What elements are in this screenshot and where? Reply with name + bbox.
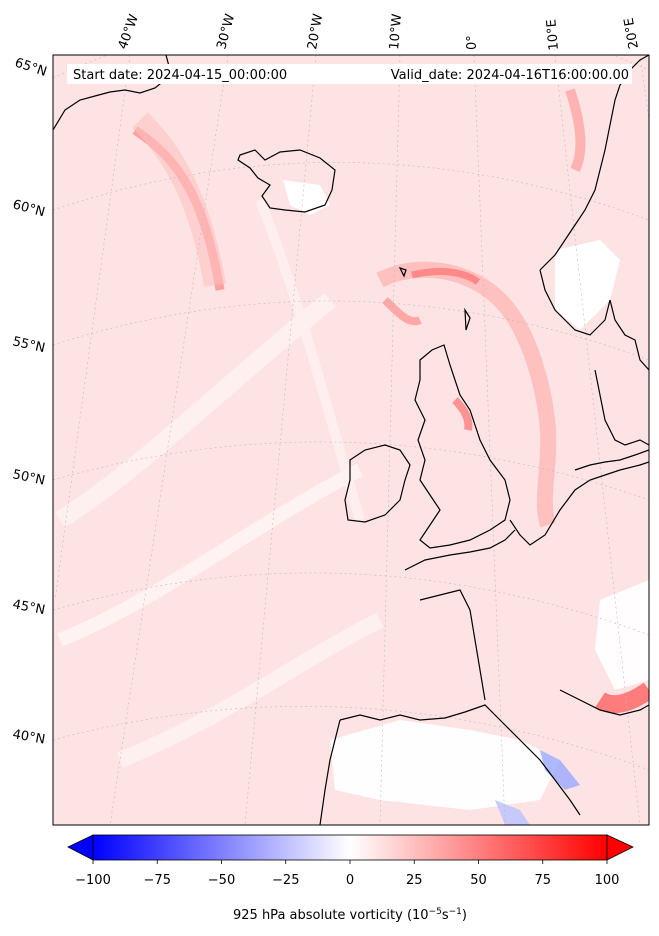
- colorbar-extend-high: [606, 834, 634, 861]
- shetland: [464, 307, 471, 331]
- meridian-line: [639, 55, 649, 121]
- negative-vorticity-patch: [495, 800, 530, 825]
- negative-vorticity-patch: [540, 750, 580, 790]
- faroe-islands: [398, 266, 407, 278]
- meridian-line: [54, 55, 131, 601]
- lat-label: 65°N: [13, 56, 49, 80]
- great-britain-coast: [414, 344, 511, 549]
- colorbar-extend-low: [67, 834, 94, 861]
- colorbar-ticks: −100 −75 −50 −25 0 25 50 75 100: [75, 860, 619, 888]
- header-band: [67, 64, 632, 84]
- meridian-line: [554, 55, 641, 825]
- lon-label: 0°: [465, 35, 480, 50]
- lon-label: 20°W: [305, 13, 326, 51]
- light-streak: [57, 463, 364, 647]
- low-vorticity-patch: [555, 240, 620, 330]
- lat-label: 40°N: [11, 727, 46, 747]
- iberia-west-coast: [319, 719, 341, 825]
- lat-label: 55°N: [11, 334, 46, 356]
- valid-date-label: Valid_date: 2024-04-16T16:00:00.00: [391, 68, 629, 83]
- colorbar-tick-label: −50: [208, 873, 235, 888]
- parallel-line: [53, 441, 649, 501]
- light-streak: [117, 612, 384, 768]
- sweden-coast: [609, 299, 649, 371]
- lon-label: 10°W: [387, 13, 405, 50]
- lon-label: 10°E: [544, 19, 562, 51]
- vorticity-field: [53, 55, 649, 825]
- graticule: [53, 55, 649, 825]
- colorbar-tick-label: 25: [406, 873, 423, 888]
- vorticity-band: [595, 682, 649, 714]
- colorbar-tick-label: 50: [470, 873, 487, 888]
- low-vorticity-patch: [330, 720, 560, 810]
- vorticity-band: [132, 112, 226, 287]
- colorbar-label-prefix: 925 hPa absolute vorticity (10: [233, 908, 429, 923]
- norway-south-coast: [539, 269, 611, 336]
- light-streak: [55, 292, 336, 528]
- map-panel: [53, 55, 649, 825]
- iceland-coast: [237, 149, 336, 213]
- lat-label: 50°N: [11, 467, 46, 488]
- parallel-line: [53, 300, 649, 361]
- vorticity-band: [382, 297, 422, 326]
- start-date-label: Start date: 2024-04-15_00:00:00: [73, 68, 287, 83]
- lon-label: 40°W: [116, 12, 142, 51]
- colorbar-label-exp1: −5: [429, 907, 442, 917]
- colorbar-tick-label: 75: [534, 873, 551, 888]
- colorbar-label-exp2: −1: [449, 907, 462, 917]
- low-vorticity-patch: [595, 580, 649, 690]
- colorbar-tick-label: −25: [272, 873, 299, 888]
- map-frame: [52, 54, 650, 826]
- continent-coast: [509, 461, 649, 546]
- colorbar-body: [92, 834, 608, 861]
- lon-label: 20°E: [622, 17, 642, 50]
- parallel-line: [53, 572, 649, 636]
- iberia-coast: [339, 704, 581, 816]
- vorticity-band: [452, 397, 473, 431]
- biscay-coast: [419, 589, 486, 701]
- meridian-line: [379, 55, 401, 825]
- meridian-line: [244, 55, 317, 825]
- colorbar-tick-label: −75: [144, 873, 171, 888]
- colorbar-tick-label: 0: [346, 873, 354, 888]
- parallel-line: [53, 162, 649, 221]
- vorticity-band: [411, 267, 481, 285]
- light-streak: [255, 198, 365, 522]
- france-coast: [404, 529, 516, 571]
- baltic-coast: [574, 449, 649, 471]
- colorbar: −100 −75 −50 −25 0 25 50 75 100 925 hPa absolute…: [67, 834, 634, 923]
- colorbar-tick-label: −100: [75, 873, 111, 888]
- colorbar-label-suffix: ): [462, 908, 467, 923]
- ireland-coast: [344, 444, 411, 523]
- vorticity-band: [565, 88, 586, 173]
- lat-label: 60°N: [11, 197, 47, 220]
- colorbar-label: 925 hPa absolute vorticity (10−5s−1): [233, 907, 467, 923]
- denmark-coast: [594, 369, 649, 446]
- low-vorticity-patch: [283, 180, 330, 215]
- longitude-labels: 40°W 30°W 20°W 10°W 0° 10°E 20°E: [116, 12, 642, 51]
- lon-label: 30°W: [214, 12, 238, 51]
- parallel-line: [53, 706, 649, 771]
- meridian-line: [473, 55, 506, 825]
- mediterranean-coast: [559, 689, 649, 716]
- latitude-labels: 65°N 60°N 55°N 50°N 45°N 40°N: [11, 56, 49, 748]
- lat-label: 45°N: [11, 597, 46, 618]
- colorbar-label-mid: s: [442, 908, 449, 923]
- colorbar-tick-label: 100: [595, 873, 620, 888]
